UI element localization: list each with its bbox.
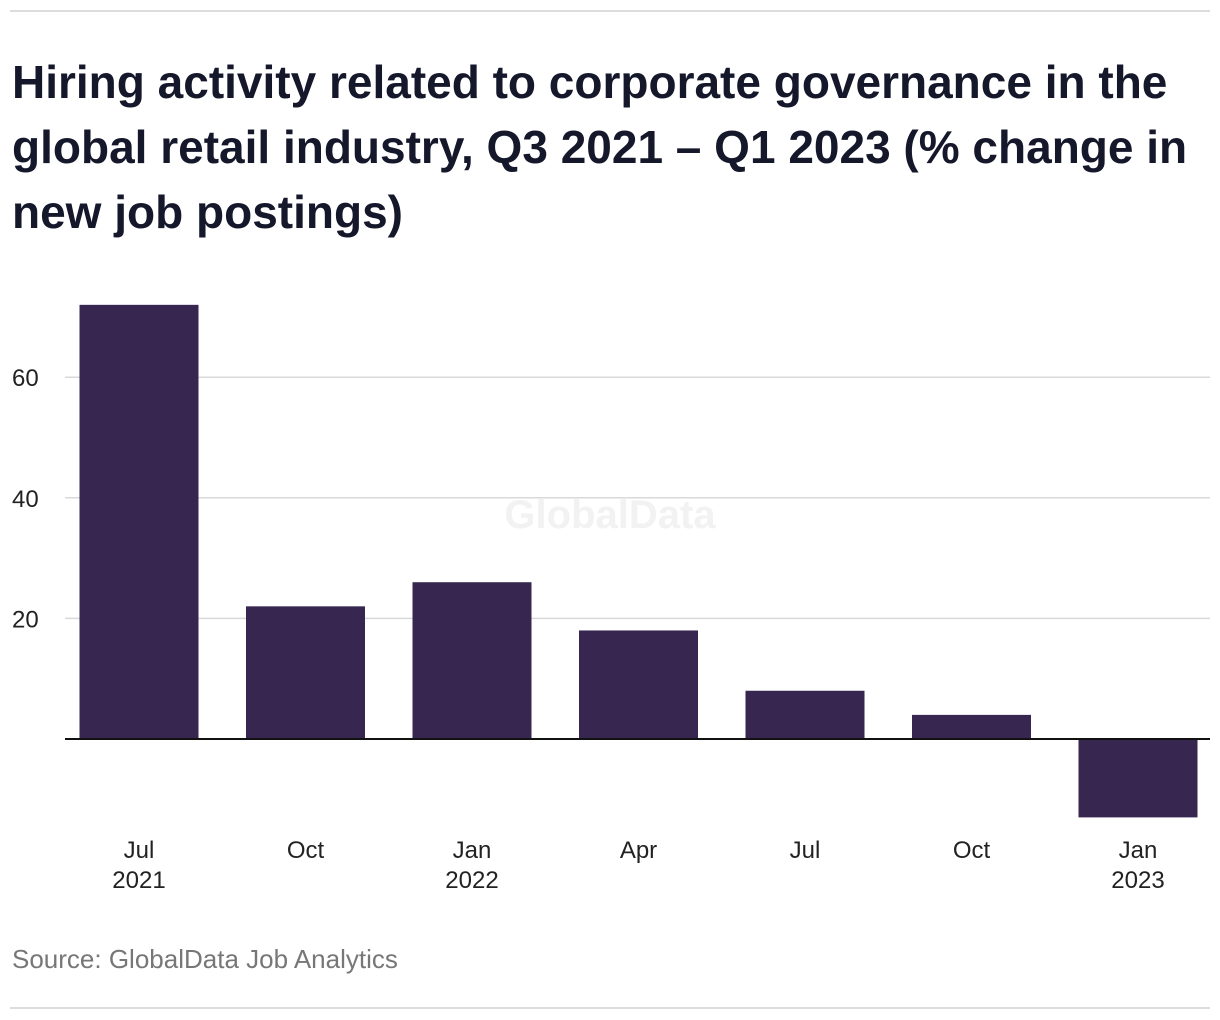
x-tick-label: Jul bbox=[124, 837, 155, 864]
x-axis-labels: Jul 2021 Oct Jan 2022 Apr Jul Oct Jan 2023 bbox=[112, 837, 1164, 894]
x-tick-label: Oct bbox=[287, 837, 325, 864]
source-note: Source: GlobalData Job Analytics bbox=[12, 944, 398, 974]
y-tick-label: 40 bbox=[12, 486, 39, 513]
bar bbox=[412, 582, 532, 739]
bars bbox=[79, 304, 1198, 818]
gridlines: 20 40 60 bbox=[12, 365, 1210, 633]
chart-title: Hiring activity related to corporate gov… bbox=[12, 56, 1188, 238]
bar bbox=[1078, 739, 1198, 818]
bar bbox=[79, 304, 199, 739]
x-tick-label: Apr bbox=[620, 837, 657, 864]
bottom-divider bbox=[10, 1007, 1210, 1009]
x-tick-label: Jan bbox=[1119, 837, 1158, 864]
y-tick-label: 20 bbox=[12, 606, 39, 633]
x-tick-label: Jan bbox=[453, 837, 492, 864]
x-tick-year-label: 2021 bbox=[112, 867, 165, 894]
x-tick-label: Jul bbox=[790, 837, 821, 864]
x-tick-year-label: 2023 bbox=[1111, 867, 1164, 894]
watermark-text: GlobalData bbox=[504, 493, 716, 537]
y-tick-label: 60 bbox=[12, 365, 39, 392]
bar bbox=[745, 690, 865, 739]
bar bbox=[579, 630, 698, 739]
bar bbox=[246, 606, 365, 739]
x-tick-year-label: 2022 bbox=[445, 867, 498, 894]
bar bbox=[912, 714, 1031, 739]
top-divider bbox=[10, 10, 1210, 12]
x-tick-label: Oct bbox=[953, 837, 991, 864]
